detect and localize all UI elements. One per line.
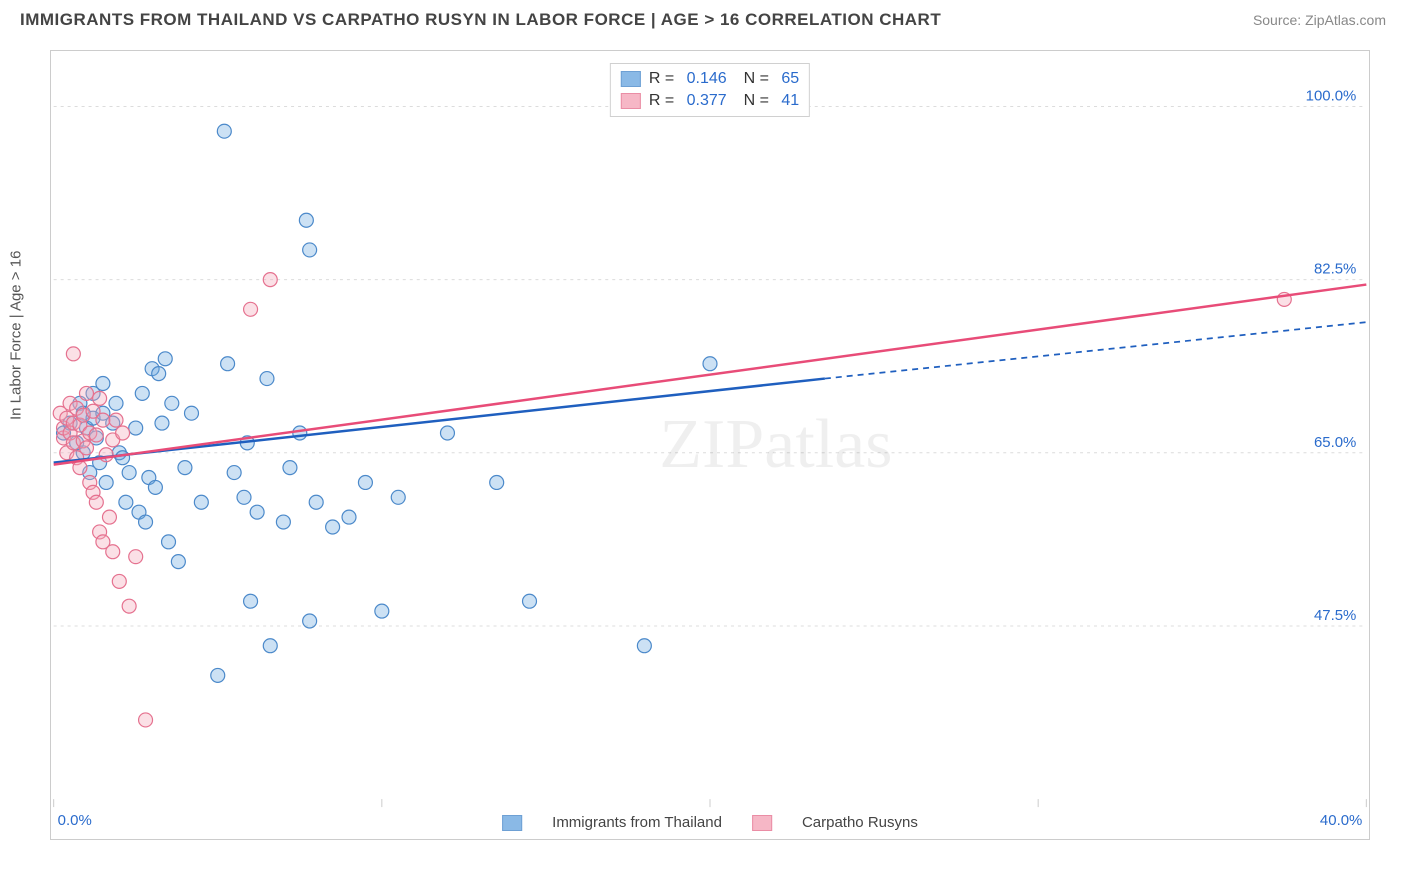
stat-r-value-1: 0.377 — [687, 90, 727, 112]
chart-title: IMMIGRANTS FROM THAILAND VS CARPATHO RUS… — [20, 10, 941, 30]
swatch-series-0-legend — [502, 815, 522, 831]
swatch-series-1 — [621, 93, 641, 109]
bottom-legend: Immigrants from Thailand Carpatho Rusyns — [502, 814, 918, 831]
stat-n-label: N = — [735, 68, 774, 90]
chart-area: 47.5%65.0%82.5%100.0%0.0%40.0% ZIPatlas … — [50, 50, 1370, 840]
source-label: Source: ZipAtlas.com — [1253, 12, 1386, 28]
stat-n-value-1: 41 — [781, 90, 799, 112]
svg-text:100.0%: 100.0% — [1306, 87, 1357, 104]
swatch-series-1-legend — [752, 815, 772, 831]
svg-text:65.0%: 65.0% — [1314, 434, 1356, 451]
svg-text:82.5%: 82.5% — [1314, 261, 1356, 278]
stats-row-series-1: R = 0.377 N = 41 — [621, 90, 799, 112]
stat-n-value-0: 65 — [781, 68, 799, 90]
svg-text:47.5%: 47.5% — [1314, 607, 1356, 624]
stat-n-label: N = — [735, 90, 774, 112]
stat-r-label: R = — [649, 68, 679, 90]
scatter-plot-svg: 47.5% 65.0% 82.5% 100.0% 0.0% 40.0% — [51, 51, 1369, 839]
stats-row-series-0: R = 0.146 N = 65 — [621, 68, 799, 90]
legend-label-1: Carpatho Rusyns — [802, 814, 918, 831]
stats-legend-box: R = 0.146 N = 65 R = 0.377 N = 41 — [610, 63, 810, 117]
y-axis-label: In Labor Force | Age > 16 — [8, 251, 25, 420]
swatch-series-0 — [621, 71, 641, 87]
stat-r-label: R = — [649, 90, 679, 112]
svg-text:0.0%: 0.0% — [58, 812, 92, 829]
svg-text:40.0%: 40.0% — [1320, 812, 1362, 829]
stat-r-value-0: 0.146 — [687, 68, 727, 90]
legend-label-0: Immigrants from Thailand — [552, 814, 722, 831]
